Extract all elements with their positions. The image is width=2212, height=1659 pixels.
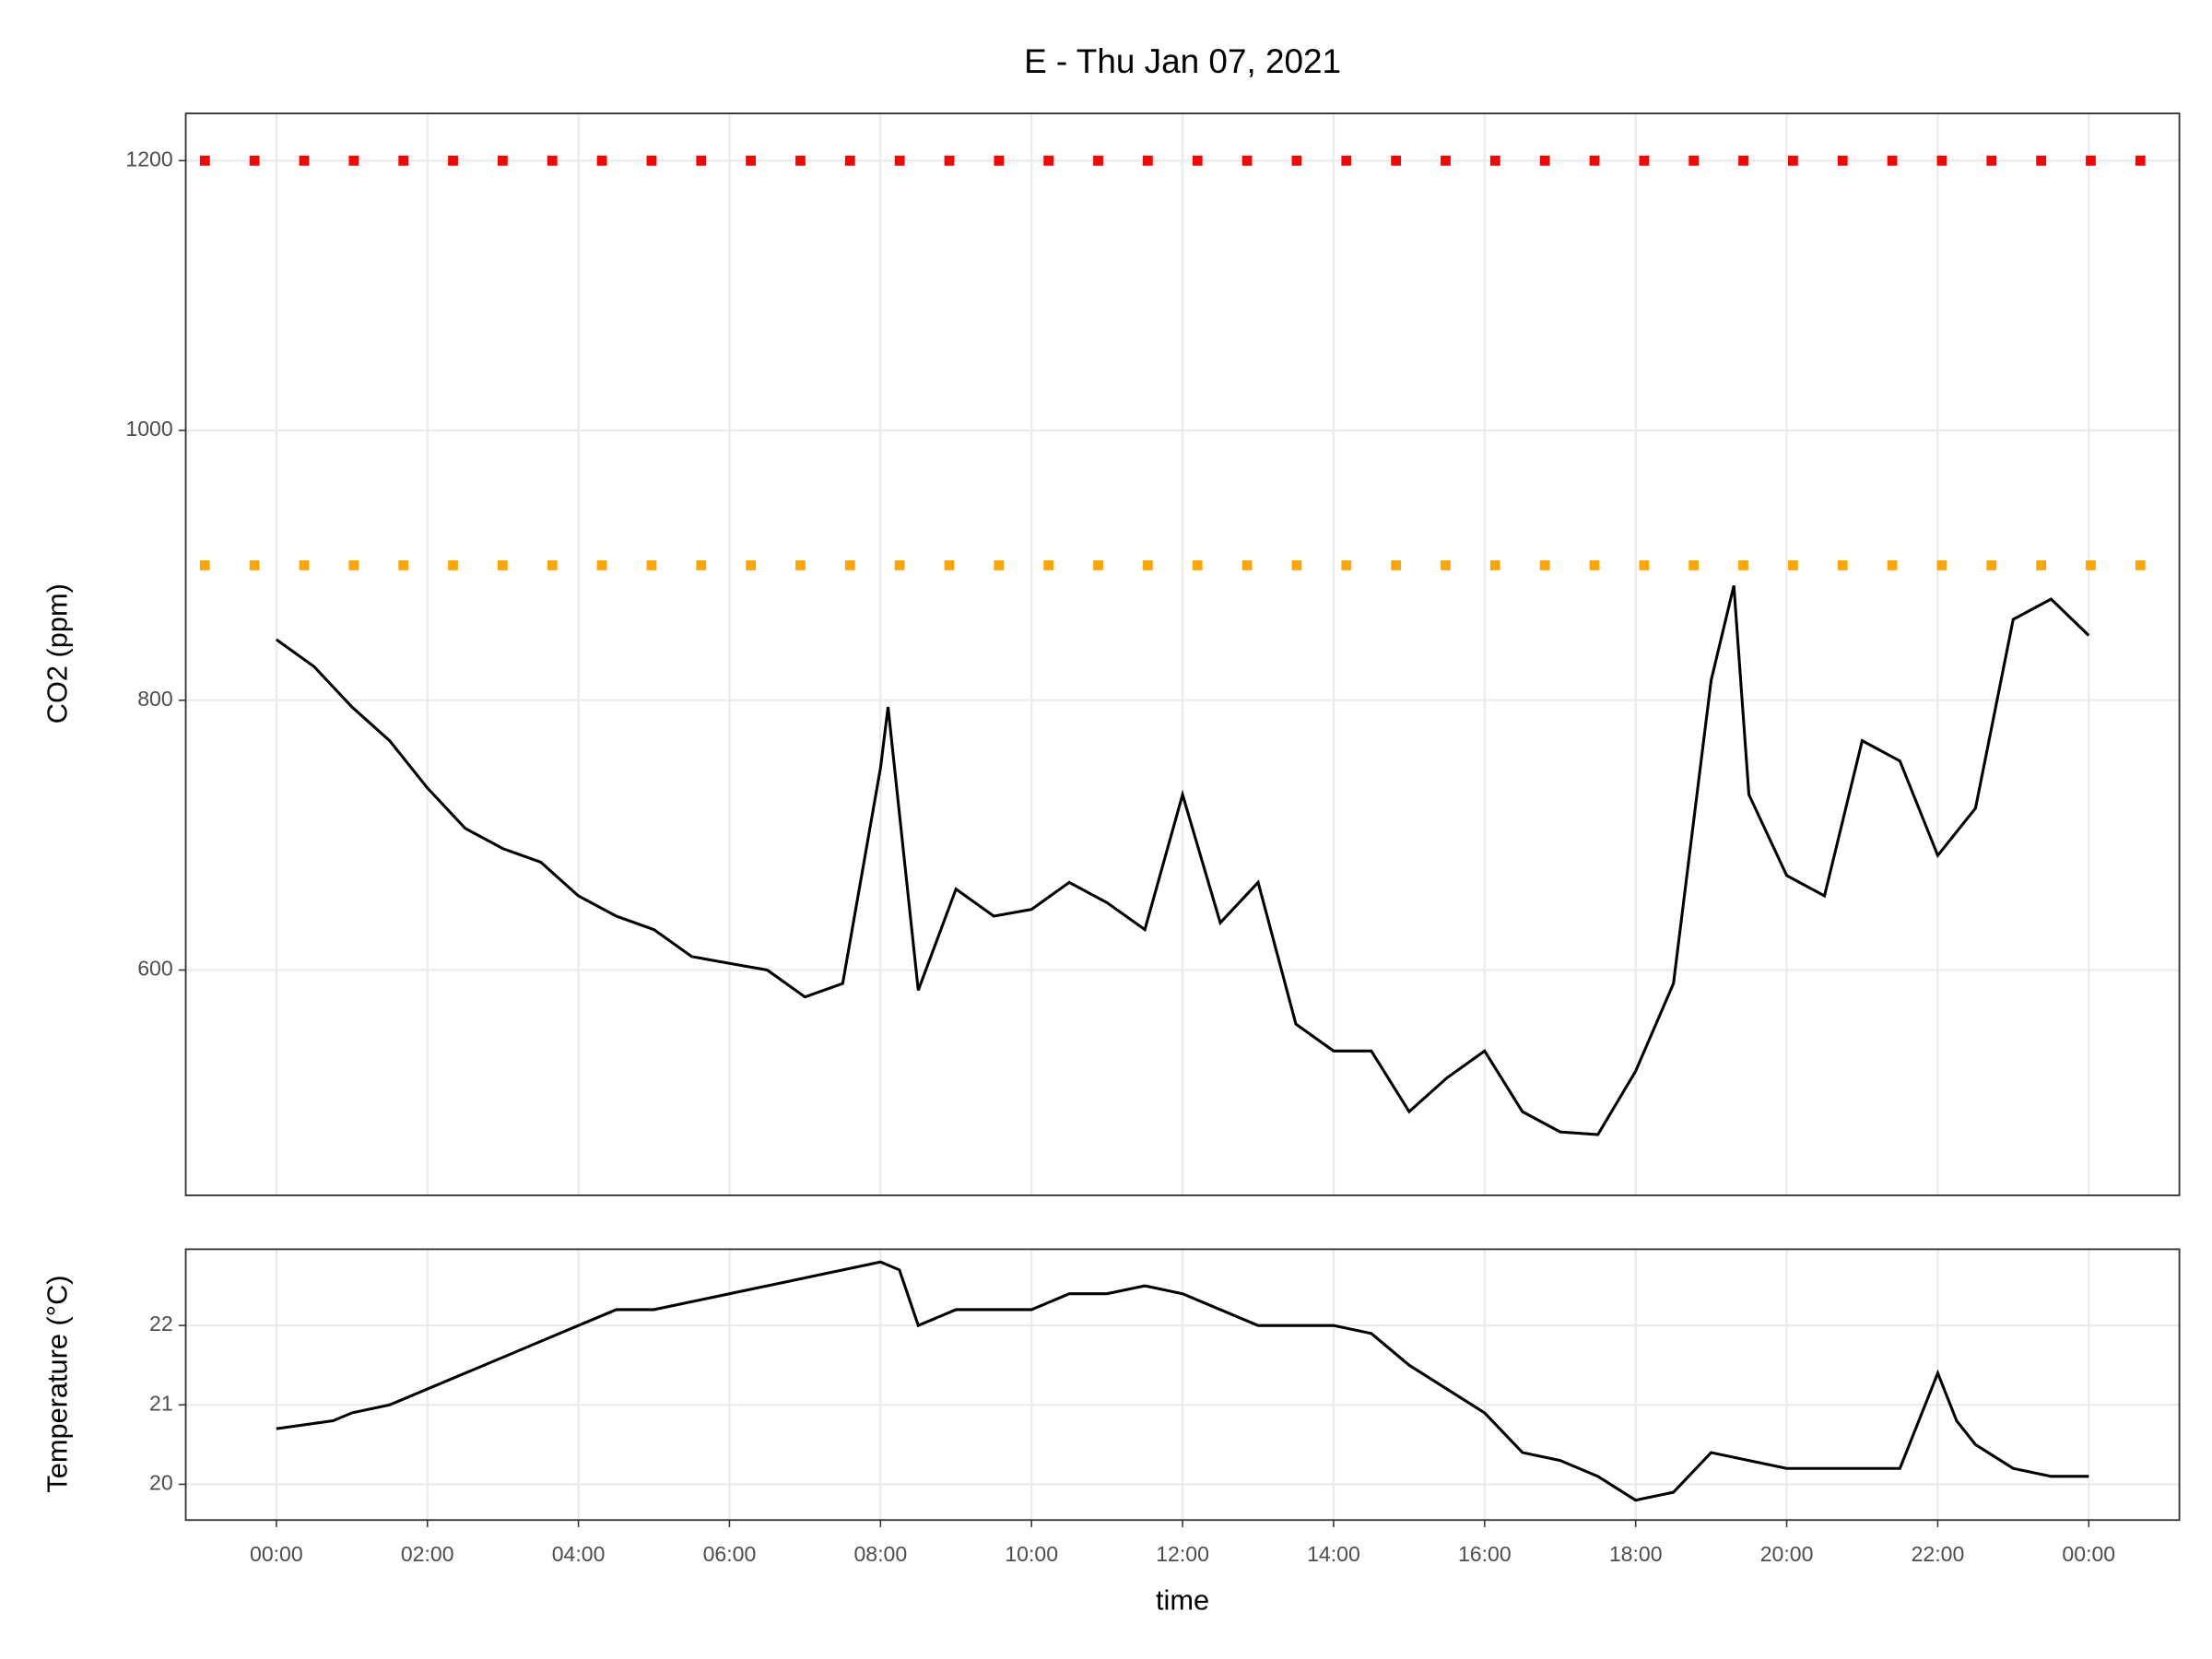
- y-tick-label: 20: [149, 1471, 173, 1495]
- y-tick-label: 21: [149, 1391, 173, 1415]
- line-series: [276, 1260, 2089, 1502]
- x-tick-label: 00:00: [2062, 1542, 2115, 1566]
- x-tick-label: 04:00: [552, 1542, 606, 1566]
- x-tick-label: 08:00: [853, 1542, 907, 1566]
- y-tick-label: 1200: [125, 147, 172, 171]
- x-tick-label: 20:00: [1760, 1542, 1814, 1566]
- x-tick-label: 14:00: [1307, 1542, 1360, 1566]
- x-tick-label: 02:00: [401, 1542, 454, 1566]
- x-axis-title: time: [1156, 1584, 1209, 1617]
- x-tick-label: 00:00: [250, 1542, 303, 1566]
- y-axis-title: Temperature (°C): [41, 1275, 74, 1492]
- x-tick-label: 10:00: [1005, 1542, 1058, 1566]
- panel-border: [184, 112, 2181, 1196]
- x-tick-label: 16:00: [1458, 1542, 1512, 1566]
- y-tick-label: 800: [137, 687, 172, 711]
- x-tick-label: 06:00: [703, 1542, 757, 1566]
- x-tick-label: 22:00: [1912, 1542, 1965, 1566]
- chart-title: E - Thu Jan 07, 2021: [1024, 42, 1341, 80]
- x-tick-label: 12:00: [1156, 1542, 1209, 1566]
- x-tick-label: 18:00: [1609, 1542, 1663, 1566]
- y-tick-label: 22: [149, 1312, 173, 1335]
- line-series: [275, 585, 2090, 1136]
- y-axis-title: CO2 (ppm): [41, 583, 74, 724]
- y-tick-label: 1000: [125, 417, 172, 441]
- y-tick-label: 600: [137, 957, 172, 981]
